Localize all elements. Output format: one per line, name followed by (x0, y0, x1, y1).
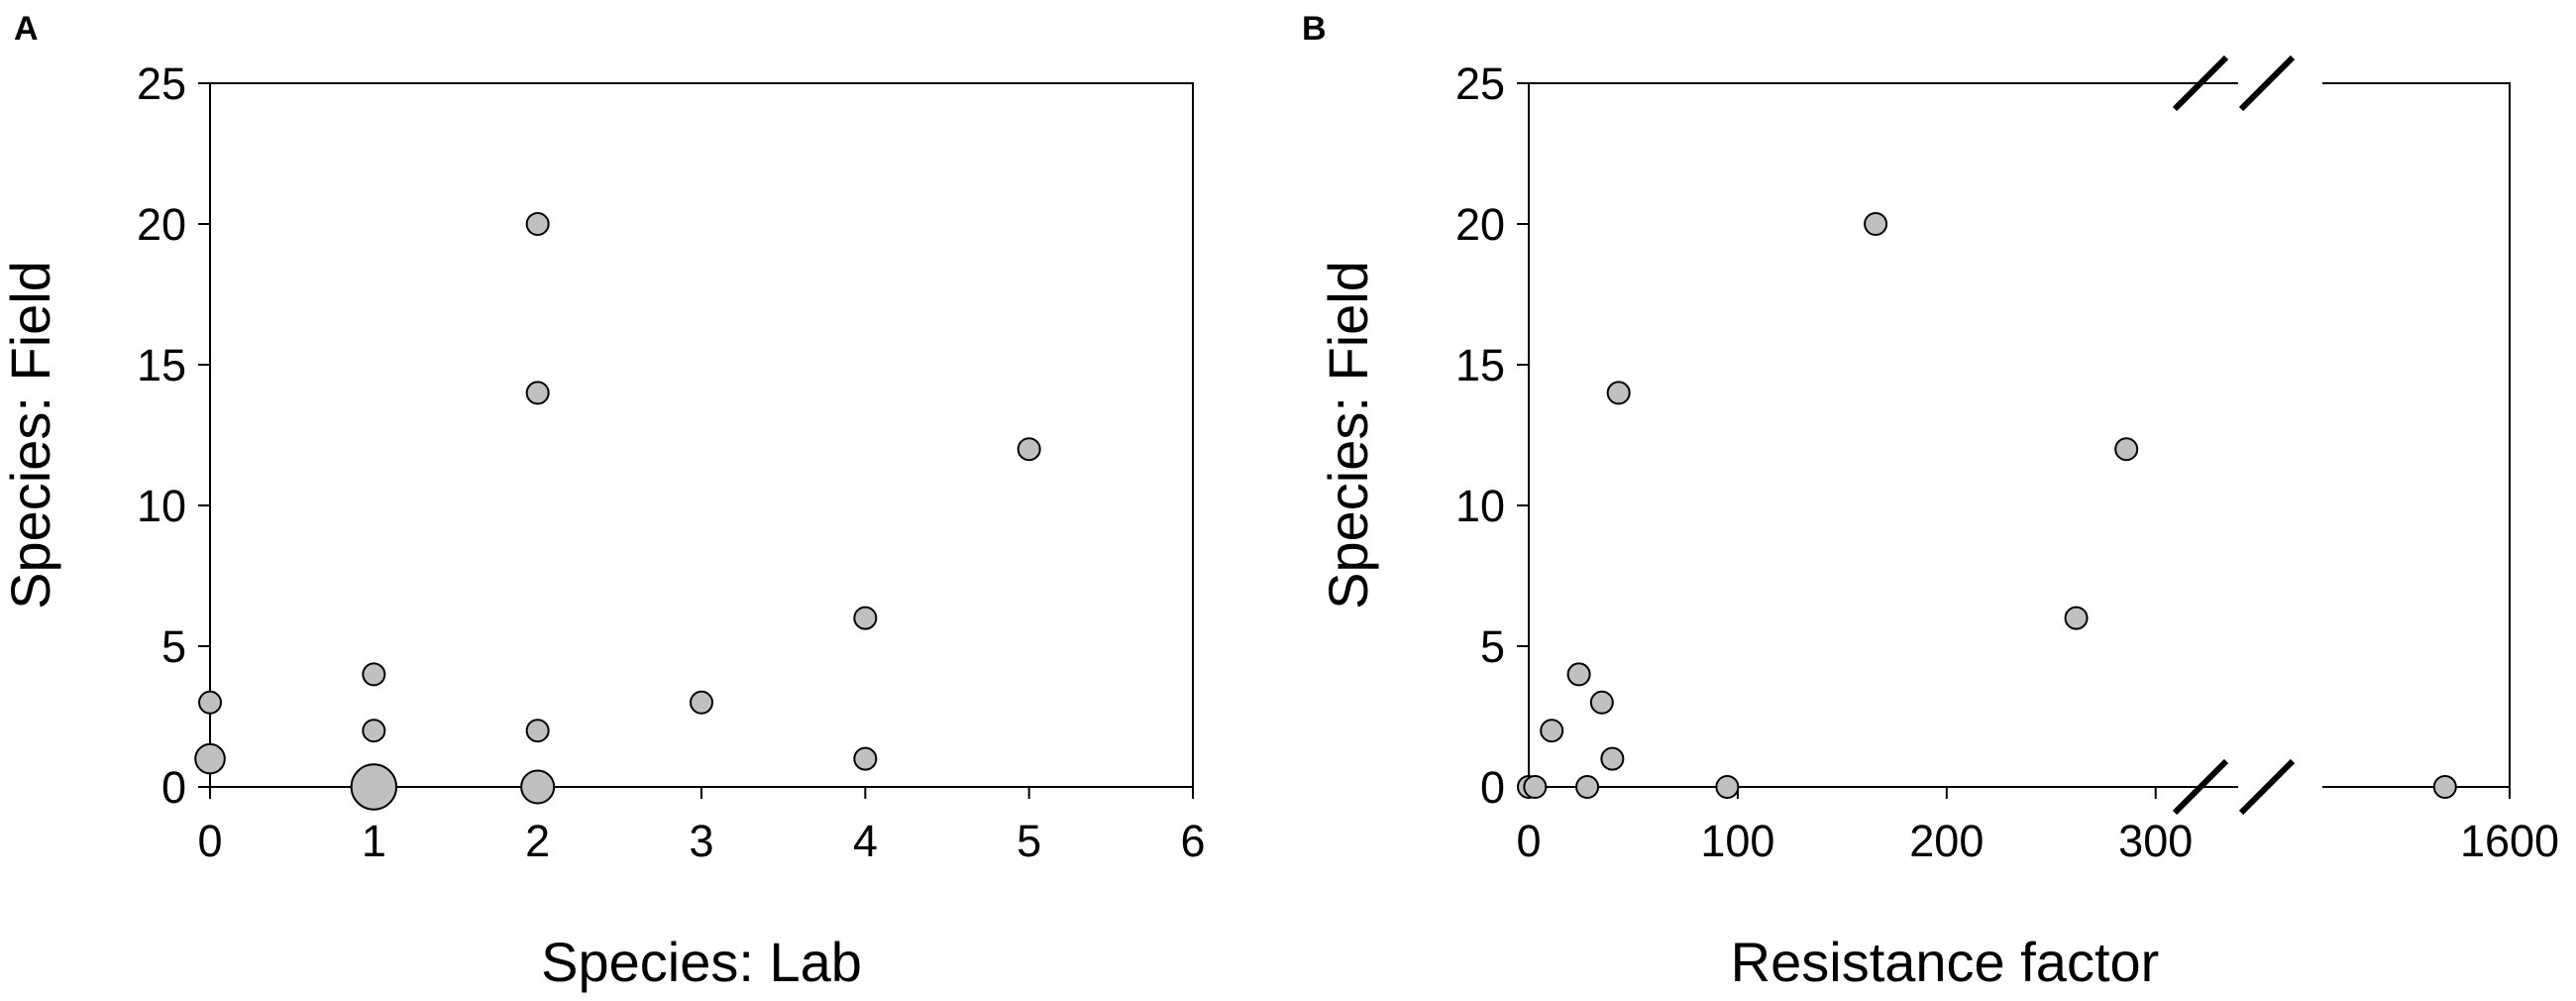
panel-a-y-tick-label: 20 (137, 199, 186, 250)
axis-break-slash (2238, 758, 2296, 816)
panel-b-x-tick-label: 300 (2118, 816, 2193, 866)
panel-a-data-point (853, 606, 878, 630)
panel-b-data-point (2432, 775, 2457, 799)
panel-b-data-point (1540, 719, 1564, 743)
panel-a-y-tick-label: 0 (161, 762, 186, 813)
panel-a-y-axis-title: Species: Field (0, 261, 61, 610)
panel-a-plot-frame (209, 82, 1194, 788)
panel-b-letter: B (1302, 10, 1327, 48)
panel-b-data-point (1600, 746, 1625, 771)
panel-a-x-tick-label: 0 (197, 816, 222, 866)
panel-a-y-tick-label: 15 (137, 340, 186, 390)
panel-b-y-tick-label: 5 (1480, 621, 1505, 672)
panel-a-data-point (525, 719, 550, 743)
panel-b-data-point (1575, 775, 1600, 799)
panel-b-x-axis-title: Resistance factor (1731, 931, 2160, 993)
panel-b-data-point (1864, 212, 1888, 236)
panel-b-data-point (1523, 775, 1548, 799)
panel-b-chart: B 0 100 200 300 1600 0 5 10 15 20 25 Resistance fa… (1302, 10, 2559, 993)
panel-a-x-tick-label: 5 (1017, 816, 1041, 866)
panel-a-data-point (525, 212, 550, 236)
panel-b-y-tick-label: 15 (1455, 340, 1505, 390)
panel-b-x-tick-label: 0 (1516, 816, 1541, 866)
panel-b-y-tick-label: 0 (1480, 762, 1505, 813)
panel-b-x-tick-label: 200 (1909, 816, 1984, 866)
panel-b-data-point (1606, 381, 1631, 405)
panel-a-data-point (362, 719, 386, 743)
panel-a-data-point (690, 690, 713, 715)
panel-a-data-point (1017, 437, 1041, 462)
panel-b-data-point (1715, 775, 1740, 799)
panel-b-data-point (2064, 606, 2089, 630)
panel-a-data-point (198, 690, 222, 715)
panel-b-x-tick-label: 100 (1700, 816, 1774, 866)
panel-a-chart: A 0 1 2 3 4 5 6 0 5 10 15 20 25 Species: Lab Species… (0, 10, 1206, 993)
axis-break-slash (2172, 55, 2229, 112)
panel-a-data-point (362, 662, 386, 687)
panel-b-data-point (2114, 437, 2139, 462)
axis-break-slash (2238, 55, 2296, 112)
panel-b-y-tick-label: 10 (1455, 481, 1505, 531)
panel-a-y-tick-label: 10 (137, 481, 186, 531)
panel-a-x-tick-label: 4 (853, 816, 878, 866)
panel-a-points (194, 212, 1041, 811)
panel-a-data-point (350, 763, 398, 811)
panel-a-data-point (525, 381, 550, 405)
panel-b-plot-frame (1528, 82, 2511, 788)
panel-b-y-tick-label: 20 (1455, 199, 1505, 250)
axis-break-gap (2238, 80, 2322, 86)
panel-a-data-point (194, 742, 226, 775)
panel-b-points (1517, 212, 2457, 799)
panel-a-letter: A (14, 10, 39, 48)
panel-a-x-tick-label: 6 (1180, 816, 1205, 866)
panel-a-x-axis-title: Species: Lab (541, 931, 862, 993)
panel-a-x-tick-label: 1 (362, 816, 386, 866)
panel-b-ticks: 0 100 200 300 1600 0 5 10 15 20 25 (1455, 58, 2559, 866)
panel-b-data-point (1589, 690, 1614, 715)
panel-b-y-axis-title: Species: Field (1317, 261, 1379, 610)
panel-b-data-point (1566, 662, 1591, 687)
panel-b-y-tick-label: 25 (1455, 58, 1505, 109)
axis-break-gap (2238, 784, 2322, 790)
panel-a-y-tick-label: 5 (161, 621, 186, 672)
panel-b-x-tick-label: 1600 (2460, 816, 2559, 866)
panel-a-x-tick-label: 3 (689, 816, 713, 866)
panel-a-data-point (853, 746, 878, 771)
panel-b-axis-break (2172, 55, 2322, 816)
panel-a-ticks: 0 1 2 3 4 5 6 0 5 10 15 20 25 (137, 58, 1206, 866)
panel-a-data-point (520, 769, 556, 805)
panel-a-y-tick-label: 25 (137, 58, 186, 109)
axis-break-slash (2172, 758, 2229, 816)
panel-a-x-tick-label: 2 (525, 816, 550, 866)
